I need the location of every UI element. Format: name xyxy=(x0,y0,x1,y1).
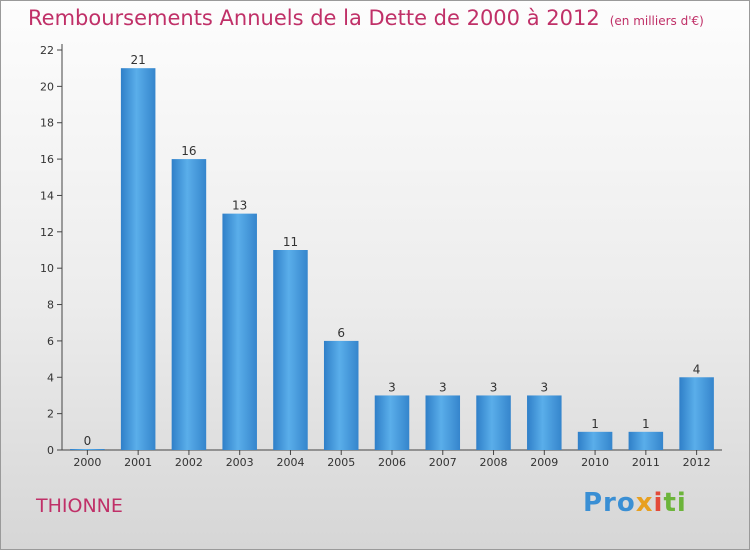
x-tick-label: 2010 xyxy=(581,456,609,469)
y-tick-label: 0 xyxy=(47,444,54,457)
y-tick-label: 22 xyxy=(40,44,54,57)
bar xyxy=(476,395,511,450)
x-tick-label: 2002 xyxy=(175,456,203,469)
x-tick-label: 2004 xyxy=(276,456,304,469)
bar-value-label: 3 xyxy=(388,380,396,394)
commune-name: THIONNE xyxy=(36,495,123,517)
bar xyxy=(222,213,257,450)
x-tick-label: 2006 xyxy=(378,456,406,469)
bar xyxy=(323,340,359,450)
proxiti-logo[interactable]: Proxiti xyxy=(583,488,687,518)
x-tick-label: 2003 xyxy=(226,456,254,469)
x-tick-label: 2000 xyxy=(73,456,101,469)
y-tick-label: 18 xyxy=(40,117,54,130)
bar-value-label: 0 xyxy=(84,434,92,448)
bar xyxy=(120,68,156,450)
y-tick-label: 20 xyxy=(40,80,54,93)
bar-value-label: 1 xyxy=(591,417,599,431)
bar xyxy=(273,250,308,450)
bar xyxy=(425,395,461,450)
bar-value-label: 11 xyxy=(283,235,298,249)
y-tick-label: 10 xyxy=(40,262,54,275)
y-tick-label: 4 xyxy=(47,371,54,384)
x-tick-label: 2008 xyxy=(480,456,508,469)
y-tick-label: 2 xyxy=(47,408,54,421)
y-tick-label: 12 xyxy=(40,226,54,239)
bar-value-label: 16 xyxy=(181,144,196,158)
logo-part-4: ti xyxy=(663,488,687,518)
x-tick-label: 2001 xyxy=(124,456,152,469)
bar-value-label: 21 xyxy=(131,53,146,67)
chart-title-text: Remboursements Annuels de la Dette de 20… xyxy=(28,6,600,30)
bar xyxy=(628,431,664,450)
logo-part-1: Pro xyxy=(583,488,636,518)
bar xyxy=(171,159,207,450)
x-tick-label: 2009 xyxy=(530,456,558,469)
bar-value-label: 3 xyxy=(439,380,447,394)
bar xyxy=(679,377,714,450)
y-tick-label: 8 xyxy=(47,299,54,312)
bar-value-label: 4 xyxy=(693,362,701,376)
bar xyxy=(374,395,410,450)
x-tick-label: 2005 xyxy=(327,456,355,469)
bar-value-label: 3 xyxy=(490,380,498,394)
y-tick-label: 14 xyxy=(40,189,54,202)
logo-part-3: i xyxy=(653,488,664,518)
x-tick-label: 2012 xyxy=(683,456,711,469)
y-tick-label: 16 xyxy=(40,153,54,166)
chart-unit: (en milliers d'€) xyxy=(609,14,704,28)
bar-value-label: 6 xyxy=(337,326,345,340)
bar-value-label: 3 xyxy=(540,380,548,394)
bar xyxy=(577,431,613,450)
bar-value-label: 1 xyxy=(642,417,650,431)
bar xyxy=(70,449,105,450)
bar-value-label: 13 xyxy=(232,199,247,213)
x-tick-label: 2007 xyxy=(429,456,457,469)
chart-title: Remboursements Annuels de la Dette de 20… xyxy=(28,6,704,30)
y-tick-label: 6 xyxy=(47,335,54,348)
bar xyxy=(527,395,562,450)
x-tick-label: 2011 xyxy=(632,456,660,469)
logo-part-2: x xyxy=(635,488,654,518)
